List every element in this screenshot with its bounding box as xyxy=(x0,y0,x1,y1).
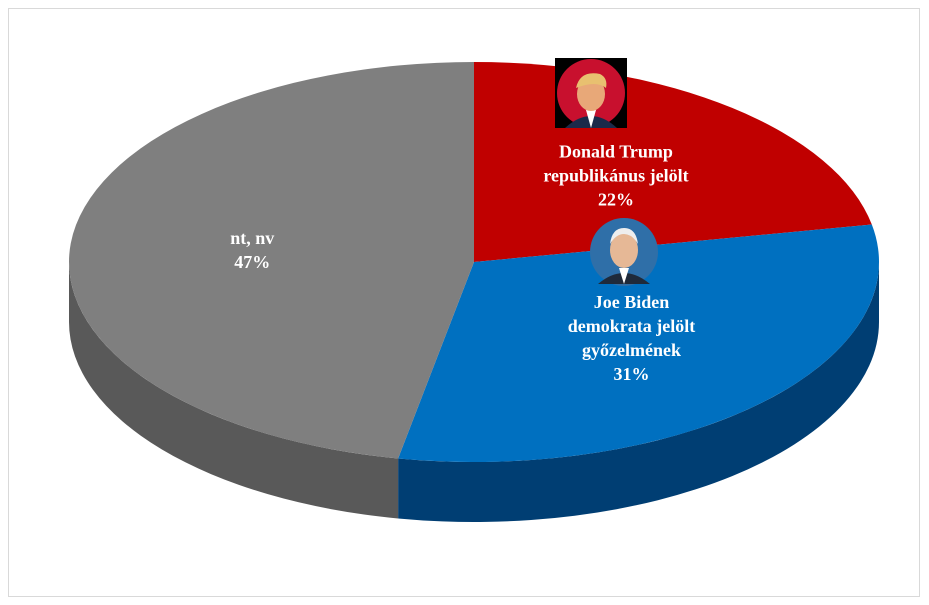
data-label: 47% xyxy=(234,252,270,272)
category-label: nt, nv xyxy=(230,228,274,248)
category-label: győzelmének xyxy=(582,340,681,360)
trump-photo xyxy=(555,58,627,128)
category-label: republikánus jelölt xyxy=(543,165,688,185)
biden-photo xyxy=(590,218,658,286)
slice-side xyxy=(398,262,879,522)
data-label: 22% xyxy=(598,189,634,209)
slice xyxy=(398,224,880,462)
category-label: Joe Biden xyxy=(594,292,670,312)
category-label: Donald Trump xyxy=(559,141,673,161)
pie xyxy=(68,62,880,522)
category-label: demokrata jelölt xyxy=(568,316,695,336)
slice-side xyxy=(68,262,399,519)
slice xyxy=(68,62,474,459)
data-label: 31% xyxy=(614,364,650,384)
